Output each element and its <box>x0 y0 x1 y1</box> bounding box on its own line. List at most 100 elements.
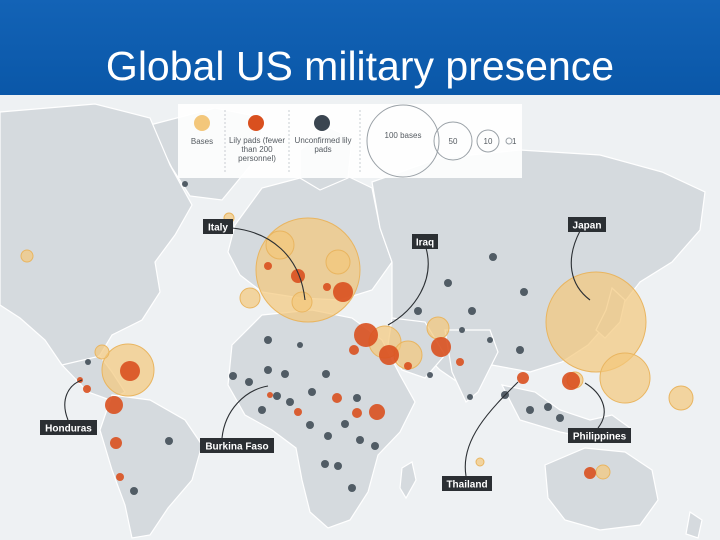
callout-box-burkina-faso <box>200 438 274 453</box>
map-legend: Bases Lily pads (fewer than 200 personne… <box>178 104 522 178</box>
unconfirmed-dot <box>306 421 314 429</box>
callout-label-italy: Italy <box>208 223 228 234</box>
legend-swatch-unconfirmed <box>314 115 330 131</box>
callout-box-philippines <box>568 428 631 443</box>
southeast-asia <box>500 384 632 441</box>
size-label-1: 1 <box>512 137 517 146</box>
lily-pad-dot <box>456 358 464 366</box>
callout-labels: Italy Iraq Japan Honduras Burkina Faso P… <box>40 217 631 491</box>
leader-line-honduras <box>64 379 83 421</box>
unconfirmed-dot <box>286 398 294 406</box>
unconfirmed-dot <box>467 394 473 400</box>
lily-pads-layer <box>77 262 596 481</box>
world-map: Italy Iraq Japan Honduras Burkina Faso P… <box>0 95 720 540</box>
legend-label-unconfirmed-wrap: Unconfirmed lily pads <box>295 136 352 154</box>
unconfirmed-dot <box>556 414 564 422</box>
lily-pad-dot <box>332 393 342 403</box>
callout-box-italy <box>203 219 233 234</box>
unconfirmed-dot <box>348 484 356 492</box>
slide-title: Global US military presence <box>105 43 615 89</box>
unconfirmed-dot <box>516 346 524 354</box>
unconfirmed-dot <box>544 403 552 411</box>
legend-swatch-bases <box>194 115 210 131</box>
unconfirmed-dot <box>487 337 493 343</box>
unconfirmed-dot <box>182 181 188 187</box>
base-bubble-poland <box>325 249 351 275</box>
unconfirmed-dot <box>356 436 364 444</box>
unconfirmed-dot <box>85 359 91 365</box>
madagascar <box>399 461 417 500</box>
lily-pad-dot <box>584 467 596 479</box>
africa <box>227 309 416 529</box>
lily-pad-dot <box>291 269 305 283</box>
base-bubble-australia <box>595 464 611 480</box>
unconfirmed-dot <box>324 432 332 440</box>
unconfirmed-dot <box>229 372 237 380</box>
unconfirmed-dot <box>308 388 316 396</box>
base-bubble-spain <box>239 287 261 309</box>
leader-line-iraq <box>387 247 429 326</box>
legend-swatch-lily-pads <box>248 115 264 131</box>
lily-pad-dot <box>349 345 359 355</box>
callout-label-japan: Japan <box>573 221 602 232</box>
lily-pad-dot <box>369 404 385 420</box>
unconfirmed-dot <box>130 487 138 495</box>
unconfirmed-dot <box>334 462 342 470</box>
size-label-100: 100 bases <box>384 131 422 140</box>
unconfirmed-dot <box>297 342 303 348</box>
unconfirmed-dot <box>459 327 465 333</box>
lily-pad-dot <box>517 372 529 384</box>
south-america <box>99 394 203 539</box>
leader-line-thailand <box>464 381 519 477</box>
india <box>444 329 499 403</box>
unconfirmed-dot <box>468 307 476 315</box>
leader-line-japan <box>570 230 591 301</box>
lily-pad-dot <box>379 345 399 365</box>
lily-pad-dot <box>352 408 362 418</box>
base-bubble-italy <box>291 291 313 313</box>
lily-pad-dot <box>333 282 353 302</box>
legend-label-bases: Bases <box>191 137 213 146</box>
unconfirmed-layer <box>85 181 564 495</box>
title-bar: Global US military presence <box>0 0 720 95</box>
north-america <box>0 103 193 373</box>
base-bubble-diego-garcia <box>475 457 485 467</box>
lily-pad-dot <box>264 262 272 270</box>
legend-label-lily-pads: Lily pads (fewer than 200 personnel) <box>228 136 286 163</box>
base-bubble-mexico <box>94 344 110 360</box>
new-zealand <box>685 510 703 539</box>
lily-pad-dot <box>110 437 122 449</box>
unconfirmed-dot <box>322 370 330 378</box>
callout-label-thailand: Thailand <box>446 480 487 491</box>
callout-label-honduras: Honduras <box>45 424 92 435</box>
unconfirmed-dot <box>273 392 281 400</box>
callout-label-burkina-faso: Burkina Faso <box>205 442 268 453</box>
unconfirmed-dot <box>489 253 497 261</box>
callout-box-japan <box>568 217 606 232</box>
australia <box>544 447 659 531</box>
lily-pad-dot <box>404 362 412 370</box>
lily-pad-dot <box>431 337 451 357</box>
lily-pad-dot <box>120 361 140 381</box>
unconfirmed-dot <box>264 366 272 374</box>
unconfirmed-dot <box>427 372 433 378</box>
size-ring-50 <box>433 121 473 161</box>
callout-label-philippines: Philippines <box>573 432 627 443</box>
callout-label-iraq: Iraq <box>416 238 434 249</box>
callout-box-thailand <box>442 476 492 491</box>
size-label-10: 10 <box>484 137 493 146</box>
base-bubble-uk <box>265 230 295 260</box>
lily-pad-dot <box>83 385 91 393</box>
legend-label-lily-pads-wrap: Lily pads (fewer than 200 personnel) <box>228 136 286 163</box>
unconfirmed-dot <box>341 420 349 428</box>
base-bubble-okinawa <box>599 352 651 404</box>
unconfirmed-dot <box>281 370 289 378</box>
unconfirmed-dot <box>353 394 361 402</box>
callout-leader-lines <box>64 227 605 477</box>
lily-pad-dot <box>116 473 124 481</box>
unconfirmed-dot <box>258 406 266 414</box>
size-label-50: 50 <box>449 137 458 146</box>
unconfirmed-dot <box>264 336 272 344</box>
unconfirmed-dot <box>371 442 379 450</box>
